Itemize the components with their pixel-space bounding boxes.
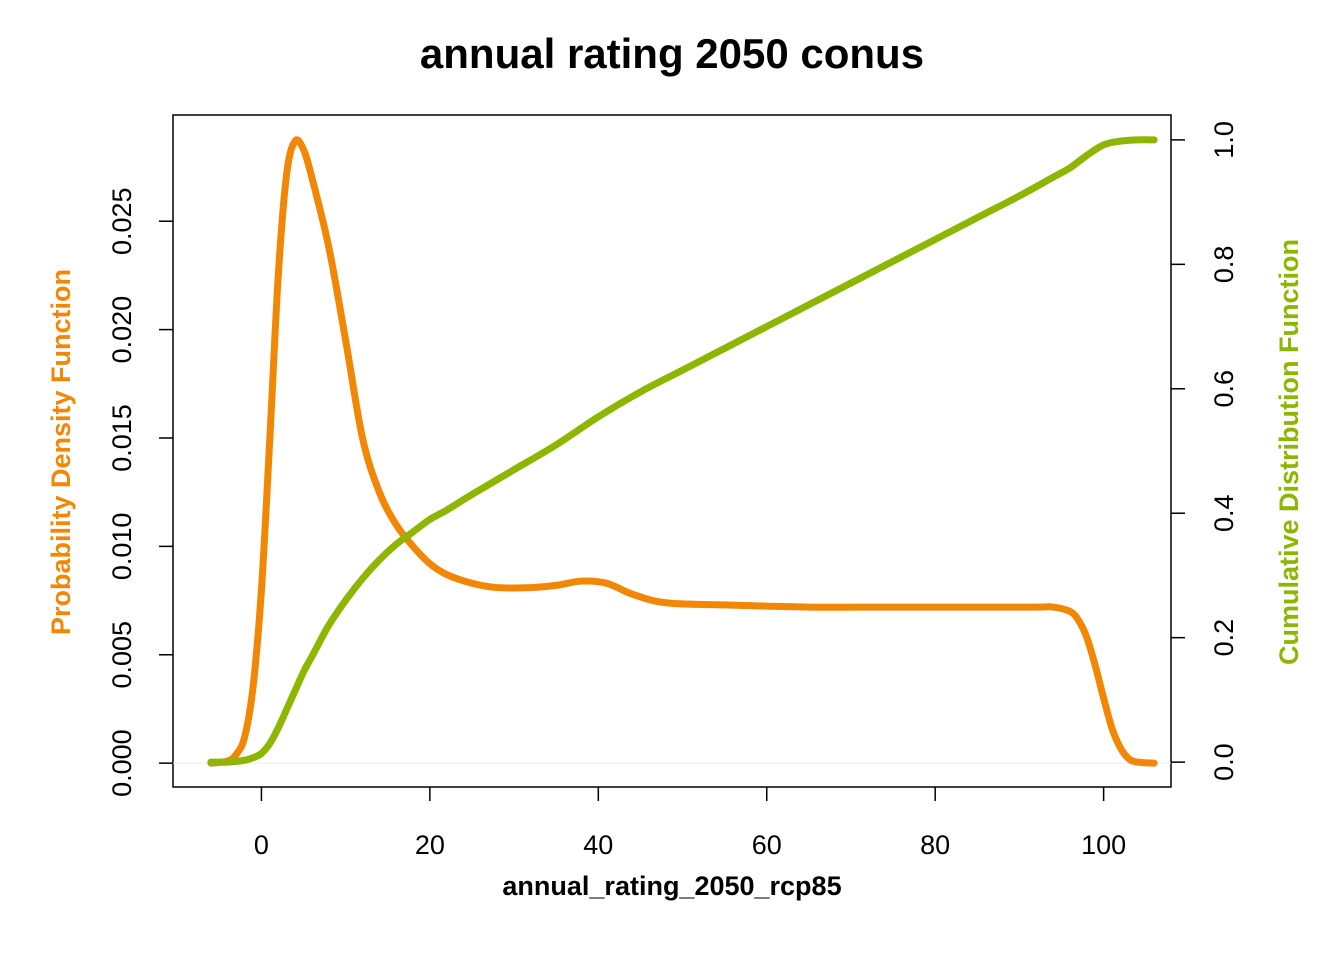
y-left-tick-label-3: 0.015 — [107, 404, 137, 472]
y-right-tick-label-3: 0.6 — [1209, 370, 1239, 408]
y-right-tick-label-0: 0.0 — [1209, 743, 1239, 781]
y-axis-left-label: Probability Density Function — [46, 269, 76, 635]
x-tick-label-5: 100 — [1081, 830, 1126, 860]
y-left-tick-label-0: 0.000 — [107, 729, 137, 797]
x-tick-label-0: 0 — [254, 830, 269, 860]
x-tick-label-1: 20 — [415, 830, 445, 860]
pdf-series-line — [207, 136, 1158, 767]
x-tick-label-3: 60 — [752, 830, 782, 860]
y-right-tick-label-2: 0.4 — [1209, 494, 1239, 532]
y-left-tick-label-5: 0.025 — [107, 187, 137, 255]
chart-title: annual rating 2050 conus — [420, 30, 924, 77]
y-left-tick-label-4: 0.020 — [107, 296, 137, 364]
y-right-tick-label-4: 0.8 — [1209, 246, 1239, 284]
y-left-tick-label-1: 0.005 — [107, 621, 137, 689]
x-tick-label-4: 80 — [920, 830, 950, 860]
y-left-tick-label-2: 0.010 — [107, 513, 137, 581]
y-axis-right-label: Cumulative Distribution Function — [1274, 239, 1304, 665]
x-tick-label-2: 40 — [583, 830, 613, 860]
y-right-tick-label-1: 0.2 — [1209, 619, 1239, 657]
cdf-series-line — [207, 136, 1158, 766]
plot-frame — [172, 114, 1172, 788]
x-axis-label: annual_rating_2050_rcp85 — [502, 871, 841, 901]
y-right-tick-label-5: 1.0 — [1209, 121, 1239, 159]
